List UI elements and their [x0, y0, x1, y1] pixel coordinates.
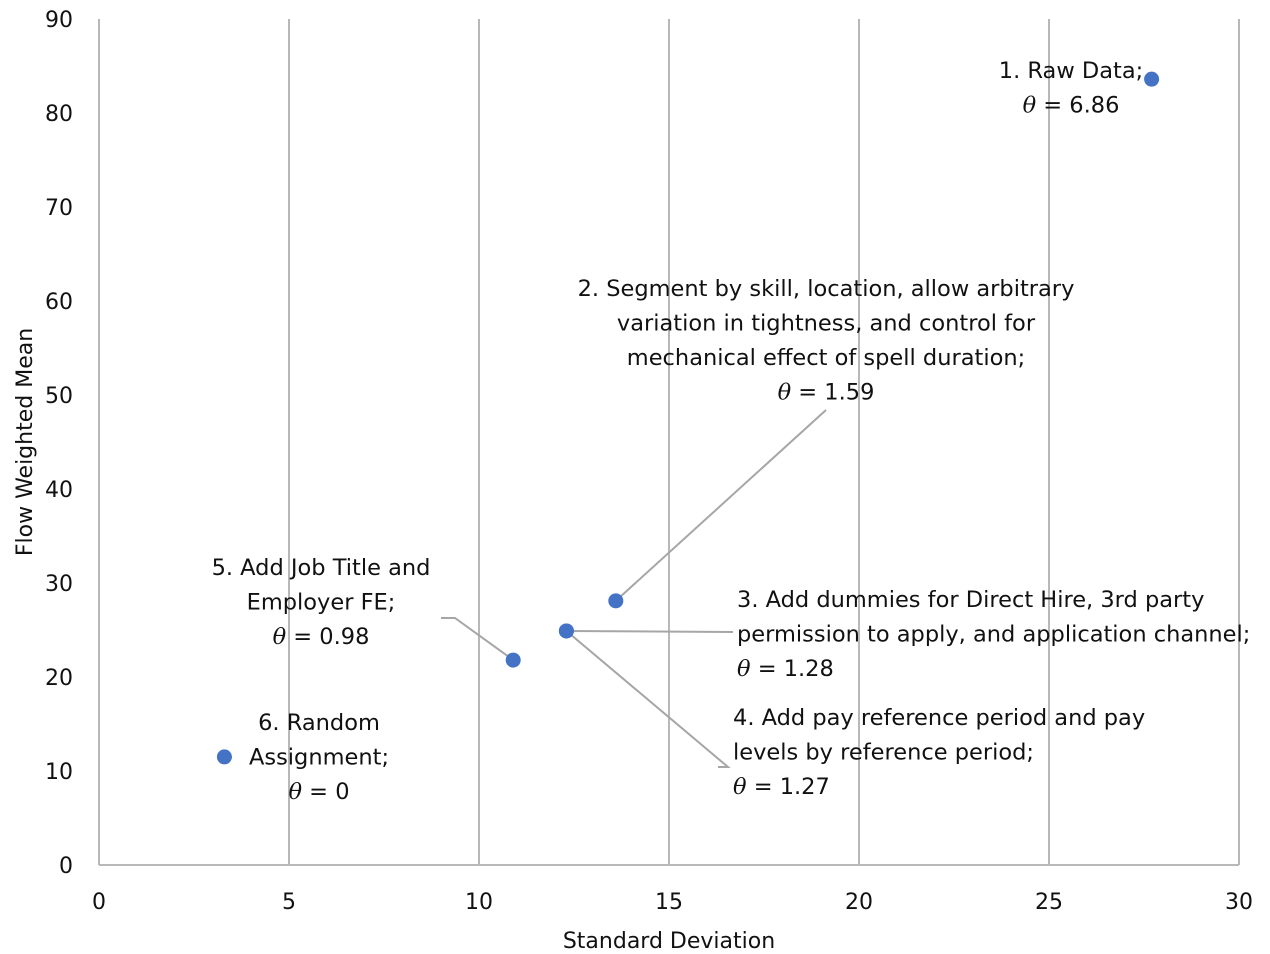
data-point-2: [608, 593, 624, 609]
annotation-line: θ = 0.98: [273, 624, 370, 650]
y-tick-label: 10: [45, 760, 73, 785]
x-tick-label: 15: [655, 890, 683, 915]
annotation-line: 6. Random: [258, 710, 380, 736]
annotation-line: levels by reference period;: [733, 740, 1034, 766]
annotation-line: 2. Segment by skill, location, allow arb…: [578, 276, 1075, 302]
theta-symbol: θ: [778, 380, 792, 406]
leader-line: [615, 409, 827, 602]
data-point-1: [1144, 71, 1160, 87]
data-point-6: [216, 749, 232, 765]
x-axis-title: Standard Deviation: [563, 929, 775, 954]
annotation-line: variation in tightness, and control for: [617, 311, 1036, 337]
annotation-line: 5. Add Job Title and: [212, 555, 431, 581]
annotation-line: 4. Add pay reference period and pay: [733, 705, 1145, 731]
y-tick-label: 0: [59, 854, 73, 879]
annotation-line: permission to apply, and application cha…: [737, 622, 1250, 648]
annotation-line: θ = 1.59: [778, 380, 875, 406]
y-tick-label: 30: [45, 572, 73, 597]
y-tick-label: 40: [45, 478, 73, 503]
annotation-line: θ = 1.27: [733, 774, 830, 800]
y-tick-label: 50: [45, 384, 73, 409]
x-tick-label: 10: [465, 890, 493, 915]
annotation-line: θ = 6.86: [1023, 93, 1120, 119]
theta-symbol: θ: [737, 656, 751, 682]
theta-symbol: θ: [1023, 93, 1037, 119]
x-tick-label: 5: [282, 890, 296, 915]
leader-line: [566, 629, 734, 633]
x-tick-label: 25: [1035, 890, 1063, 915]
leader-line: [565, 630, 731, 768]
y-tick-label: 60: [45, 290, 73, 315]
annotation-line: Assignment;: [249, 745, 389, 771]
annotation-line: mechanical effect of spell duration;: [627, 345, 1025, 371]
y-tick-label: 90: [45, 8, 73, 33]
data-point-5: [505, 652, 521, 668]
y-tick-label: 70: [45, 196, 73, 221]
annotation-line: Employer FE;: [247, 590, 396, 616]
annotations: 1. Raw Data; θ = 6.86 2. Segment by skill,…: [212, 58, 1251, 805]
data-points: [216, 71, 1160, 765]
x-tick-label: 0: [92, 890, 106, 915]
theta-symbol: θ: [288, 779, 302, 805]
annotation-line: 3. Add dummies for Direct Hire, 3rd part…: [737, 587, 1204, 613]
y-tick-label: 80: [45, 102, 73, 127]
x-tick-label: 30: [1225, 890, 1253, 915]
annotation-line: θ = 0: [288, 779, 349, 805]
axes: 0 5 10 15 20 25 30 0 10 20 30 40 50 60 70 80 90: [45, 8, 1253, 915]
annotation-line: θ = 1.28: [737, 656, 834, 682]
y-tick-label: 20: [45, 666, 73, 691]
theta-symbol: θ: [733, 774, 747, 800]
grid-lines: [98, 19, 1240, 865]
theta-symbol: θ: [273, 624, 287, 650]
x-tick-label: 20: [845, 890, 873, 915]
leader-line: [441, 617, 514, 661]
y-axis-title: Flow Weighted Mean: [13, 328, 38, 556]
annotation-line: 1. Raw Data;: [999, 58, 1143, 84]
data-point-4: [558, 623, 574, 639]
